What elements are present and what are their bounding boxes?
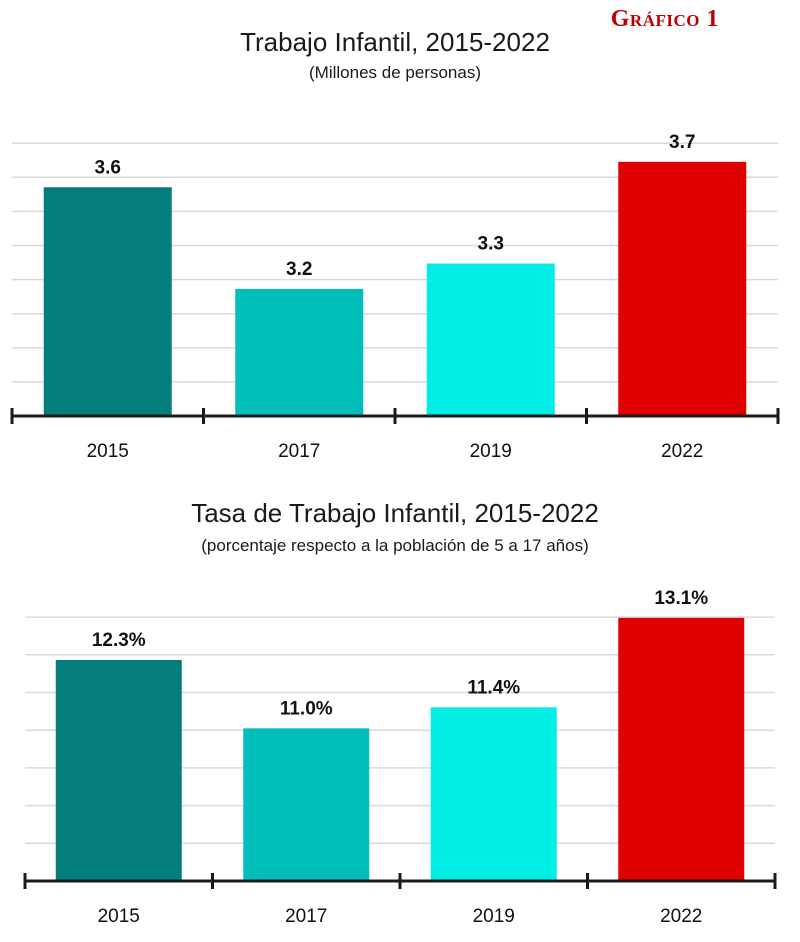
bar-2019 bbox=[430, 707, 557, 881]
data-label-2015: 3.6 bbox=[95, 157, 121, 178]
x-tick-label-2015: 2015 bbox=[98, 906, 140, 927]
data-label-2017: 3.2 bbox=[286, 259, 312, 280]
data-label-2022: 3.7 bbox=[669, 132, 695, 153]
bar-2017 bbox=[235, 288, 364, 416]
bar-2015 bbox=[43, 187, 172, 416]
chart-2-subtitle: (porcentaje respecto a la población de 5… bbox=[201, 536, 589, 555]
x-tick-label-2019: 2019 bbox=[473, 906, 515, 927]
bar-2022 bbox=[618, 617, 745, 881]
figure-badge: Gráfico 1 bbox=[610, 6, 719, 32]
chart-1-subtitle: (Millones de personas) bbox=[309, 63, 481, 82]
data-label-2019: 3.3 bbox=[478, 234, 504, 255]
chart-1-title: Trabajo Infantil, 2015-2022 bbox=[240, 27, 550, 57]
bar-2017 bbox=[243, 728, 370, 881]
x-tick-label-2022: 2022 bbox=[660, 906, 702, 927]
bar-2015 bbox=[55, 659, 182, 881]
x-tick-label-2019: 2019 bbox=[470, 441, 512, 462]
data-label-2022: 13.1% bbox=[654, 588, 708, 609]
child-labor-millions-chart: 3.6 2015 3.2 2017 3.3 2019 3.7 2022 bbox=[10, 132, 780, 462]
child-labor-rate-chart: 12.3% 2015 11.0% 2017 11.4% 2019 13.1% 2022 bbox=[23, 588, 777, 927]
x-tick-label-2022: 2022 bbox=[661, 441, 703, 462]
x-tick-label-2015: 2015 bbox=[87, 441, 129, 462]
data-label-2019: 11.4% bbox=[467, 677, 520, 698]
data-label-2015: 12.3% bbox=[92, 630, 146, 651]
bar-2022 bbox=[618, 161, 747, 416]
x-tick-label-2017: 2017 bbox=[278, 441, 320, 462]
chart-2-title: Tasa de Trabajo Infantil, 2015-2022 bbox=[191, 498, 599, 528]
bar-2019 bbox=[426, 263, 555, 416]
data-label-2017: 11.0% bbox=[280, 698, 333, 719]
x-tick-label-2017: 2017 bbox=[285, 906, 327, 927]
